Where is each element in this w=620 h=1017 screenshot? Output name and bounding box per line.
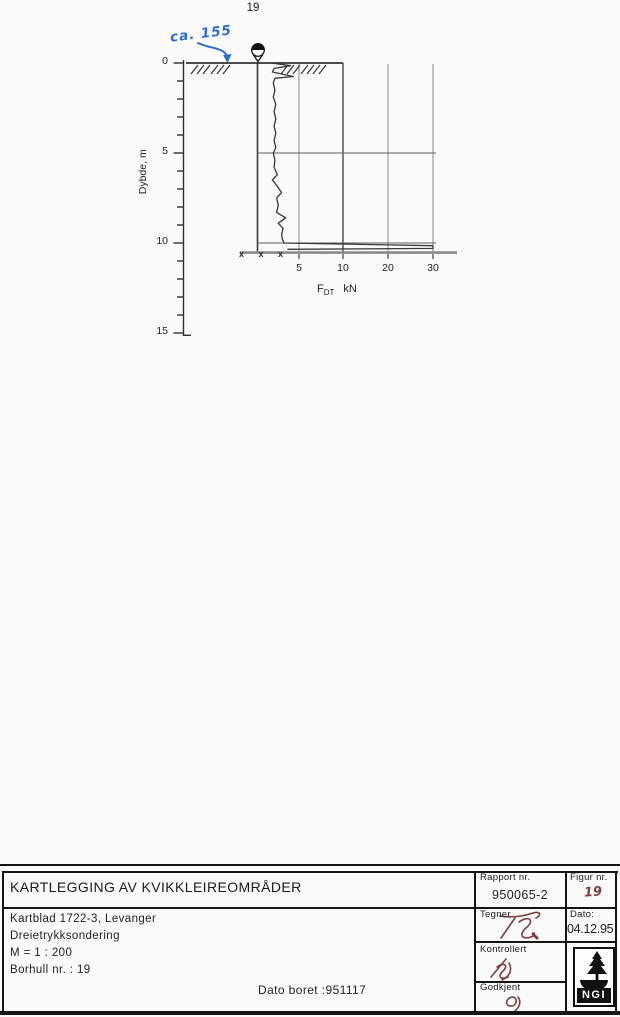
- dato-label: Dato:: [570, 909, 595, 920]
- project-title: KARTLEGGING AV KVIKKLEIREOMRÅDER: [10, 879, 302, 895]
- borehole-symbol-icon: [251, 43, 265, 63]
- tegner-signature: [500, 917, 516, 939]
- force-tick-5: 5: [296, 262, 302, 274]
- force-tick-30: 30: [427, 262, 439, 274]
- tegner-label: Tegner: [480, 909, 511, 920]
- titleblock-border-bottom: [0, 1011, 620, 1015]
- rapport-nr-value: 950065-2: [491, 888, 549, 902]
- depth-tick-15: 15: [156, 325, 168, 337]
- kontrollert-signature: [490, 958, 507, 978]
- dato-boret: Dato boret :951117: [258, 983, 367, 997]
- kontrollert-signature: [496, 963, 509, 979]
- figur-nr-value: 19: [583, 884, 603, 901]
- detail-borhull: Borhull nr. : 19: [10, 964, 91, 976]
- force-tick-20: 20: [382, 262, 394, 274]
- titleblock-divider-h1: [2, 907, 617, 909]
- tegner-strike: [499, 911, 541, 919]
- detail-maalestokk: M = 1 : 200: [10, 947, 73, 959]
- depth-ruler: [173, 60, 191, 336]
- force-axis-label: FDT kN: [317, 283, 357, 298]
- handwritten-arrow: [197, 42, 232, 63]
- kontrollert-label: Kontrollert: [480, 944, 527, 955]
- sounding-curve: [271, 62, 434, 250]
- titleblock-divider-h3: [474, 981, 567, 983]
- page-number: 19: [246, 2, 260, 14]
- tree-icon: [587, 951, 607, 981]
- divider-line: [0, 864, 620, 866]
- detail-kartblad: Kartblad 1722-3, Levanger: [10, 913, 157, 925]
- dato-value: 04.12.95: [567, 922, 614, 936]
- refusal-marks: x x x: [239, 249, 290, 259]
- figur-nr-label: Figur nr.: [570, 872, 608, 883]
- surface-hatch-left: [190, 64, 231, 75]
- force-axis-label-unit: kN: [343, 283, 357, 295]
- titleblock-border-top: [2, 871, 618, 873]
- depth-tick-0: 0: [162, 55, 168, 67]
- depth-tick-5: 5: [162, 145, 168, 157]
- depth-axis-label: Dybde, m: [137, 149, 150, 195]
- force-axis-label-sub: DT: [323, 288, 335, 298]
- depth-tick-10: 10: [156, 235, 168, 247]
- force-tick-10: 10: [337, 262, 349, 274]
- force-axis-label-f: F: [317, 283, 324, 295]
- ground-surface: [186, 62, 343, 75]
- titleblock-divider-h2: [474, 941, 617, 943]
- rapport-nr-label: Rapport nr.: [480, 872, 531, 883]
- ngi-logo: NGI: [573, 947, 615, 1007]
- ngi-logo-text: NGI: [577, 988, 611, 1003]
- kontrollert-signature: [501, 962, 512, 981]
- godkjent-label: Godkjent: [480, 982, 521, 993]
- plot-grid: [240, 63, 457, 259]
- tegner-signature-dot: [531, 932, 539, 940]
- signature-ink: [490, 911, 541, 1014]
- godkjent-signature: [505, 996, 517, 1007]
- detail-metode: Dreietrykksondering: [10, 930, 120, 942]
- titleblock-border-left: [2, 871, 4, 1012]
